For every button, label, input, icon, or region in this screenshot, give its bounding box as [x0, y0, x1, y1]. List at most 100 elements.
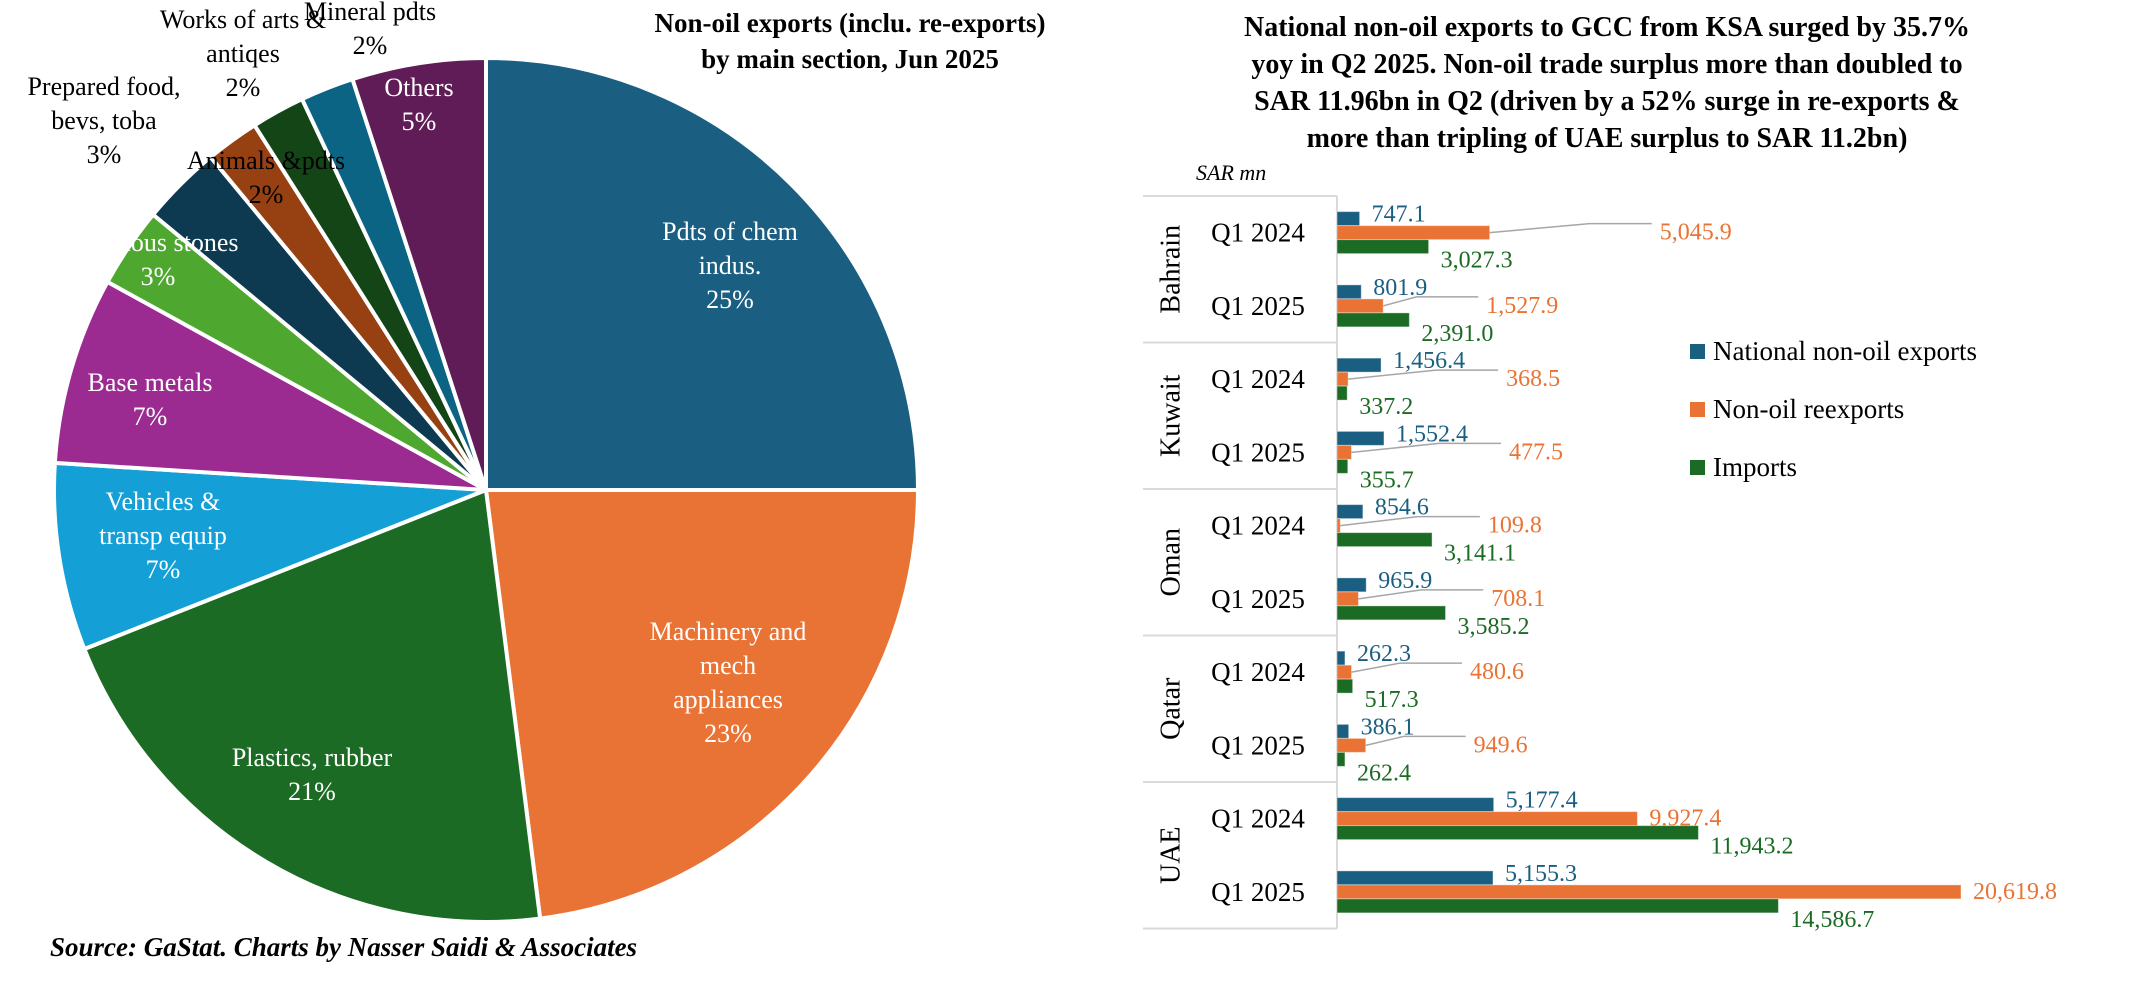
pie-title-line-1: Non-oil exports (inclu. re-exports): [655, 8, 1046, 38]
data-label-imports: 262.4: [1357, 760, 1411, 786]
leader-line: [1348, 369, 1499, 380]
slice-label-mineral-pdts: Mineral pdts 2%: [304, 0, 436, 60]
legend-swatch-non-oil-reexports: [1690, 402, 1705, 417]
pie-labels: Pdts of chem indus. 25% Machinery and mech ap…: [27, 0, 806, 806]
slice-label-works-of-arts-antiqes: Works of arts & antiqes 2%: [160, 5, 326, 102]
bar-title-line-4: more than tripling of UAE surplus to SAR…: [1307, 123, 1908, 154]
bar-national-non-oil-exports-uae-q1-2025: [1336, 870, 1494, 886]
unit-label: SAR mn: [1196, 160, 1266, 185]
bar-imports-qatar-q1-2024: [1336, 678, 1354, 694]
category-label: Q1 2025: [1211, 437, 1305, 467]
category-label: Q1 2025: [1211, 291, 1305, 321]
leader-line: [1489, 222, 1652, 234]
bar-imports-qatar-q1-2025: [1336, 751, 1346, 767]
data-label-non-oil-reexports: 477.5: [1509, 439, 1563, 465]
leader-line: [1358, 589, 1484, 600]
bar-axes: Bahrain Q1 2024 Q1 2025 Kuwait Q1 2024 Q1 202…: [1143, 195, 1338, 930]
bar-chart: 747.15,045.93,027.3801.91,527.92,391.01,…: [1336, 202, 2057, 933]
bar-imports-kuwait-q1-2024: [1336, 385, 1348, 401]
bar-imports-oman-q1-2024: [1336, 532, 1433, 548]
category-label: Q1 2025: [1211, 730, 1305, 760]
pie-slice-plastics-rubber: [81, 487, 543, 924]
slice-label-others: Others 5%: [384, 73, 453, 136]
bar-imports-kuwait-q1-2025: [1336, 458, 1349, 474]
leader-line: [1351, 442, 1501, 454]
slice-label-animals-pdts: Animals &pdts 2%: [187, 146, 345, 209]
slice-label-base-metals: Base metals 7%: [88, 368, 213, 431]
bar-title-line-1: National non-oil exports to GCC from KSA…: [1244, 12, 1970, 43]
bar-national-non-oil-exports-oman-q1-2025: [1336, 577, 1367, 593]
bar-national-non-oil-exports-qatar-q1-2025: [1336, 723, 1350, 739]
legend-swatch-imports: [1690, 460, 1705, 475]
data-label-non-oil-reexports: 5,045.9: [1660, 220, 1732, 246]
category-label: Q1 2024: [1211, 804, 1305, 834]
slice-label-vehicles-transp-equip: Vehicles & transp equip 7%: [99, 487, 227, 584]
data-label-imports: 3,585.2: [1457, 614, 1529, 640]
group-label-qatar: Qatar: [1155, 677, 1186, 740]
bar-imports-uae-q1-2025: [1336, 898, 1779, 914]
data-label-non-oil-reexports: 708.1: [1491, 586, 1545, 612]
leader-line: [1365, 735, 1466, 747]
slice-label-plastics-rubber: Plastics, rubber 21%: [232, 743, 393, 806]
bar-national-non-oil-exports-kuwait-q1-2024: [1336, 357, 1382, 373]
data-label-non-oil-reexports: 480.6: [1470, 659, 1524, 685]
source-note: Source: GaStat. Charts by Nasser Saidi &…: [50, 932, 637, 962]
bar-non-oil-reexports-bahrain-q1-2024: [1336, 225, 1491, 241]
group-label-oman: Oman: [1155, 528, 1186, 596]
pie-chart: [52, 55, 921, 924]
pie-slice-machinery-and-mech-appliances: [483, 488, 921, 921]
leader-line: [1351, 662, 1462, 673]
bar-national-non-oil-exports-qatar-q1-2024: [1336, 650, 1346, 666]
data-label-imports: 2,391.0: [1421, 321, 1493, 347]
group-label-kuwait: Kuwait: [1155, 374, 1186, 457]
bar-national-non-oil-exports-bahrain-q1-2024: [1336, 211, 1361, 227]
data-label-imports: 11,943.2: [1710, 834, 1793, 860]
slice-label-machinery-and-mech-appliances: Machinery and mech appliances 23%: [650, 617, 807, 748]
bar-imports-bahrain-q1-2024: [1336, 239, 1430, 255]
legend-label-non-oil-reexports: Non-oil reexports: [1713, 394, 1904, 424]
data-label-imports: 337.2: [1359, 394, 1413, 420]
bar-non-oil-reexports-qatar-q1-2024: [1336, 664, 1353, 680]
data-label-national-non-oil-exports: 5,177.4: [1506, 788, 1578, 814]
pie-title-line-2: by main section, Jun 2025: [701, 44, 999, 74]
data-label-imports: 3,027.3: [1441, 248, 1513, 274]
category-label: Q1 2024: [1211, 657, 1305, 687]
bar-non-oil-reexports-bahrain-q1-2025: [1336, 298, 1384, 314]
category-label: Q1 2025: [1211, 584, 1305, 614]
legend-label-national-non-oil-exports: National non-oil exports: [1713, 336, 1977, 366]
data-label-imports: 14,586.7: [1790, 907, 1874, 933]
bar-non-oil-reexports-oman-q1-2025: [1336, 591, 1359, 607]
data-label-non-oil-reexports: 949.6: [1474, 732, 1528, 758]
leader-line: [1340, 515, 1480, 527]
pie-slice-base-metals: [52, 279, 487, 492]
bar-national-non-oil-exports-kuwait-q1-2025: [1336, 430, 1385, 446]
category-label: Q1 2024: [1211, 511, 1305, 541]
bar-non-oil-reexports-kuwait-q1-2024: [1336, 371, 1349, 387]
data-label-national-non-oil-exports: 5,155.3: [1505, 861, 1577, 887]
bar-non-oil-reexports-uae-q1-2025: [1336, 884, 1962, 900]
bar-non-oil-reexports-kuwait-q1-2025: [1336, 444, 1352, 460]
bar-national-non-oil-exports-uae-q1-2024: [1336, 797, 1495, 813]
bar-national-non-oil-exports-bahrain-q1-2025: [1336, 284, 1362, 300]
data-label-non-oil-reexports: 109.8: [1488, 513, 1542, 539]
slice-label-precious-stones: Precious stones 3%: [77, 228, 238, 291]
slice-label-prepared-food-bevs-toba: Prepared food, bevs, toba 3%: [27, 72, 180, 169]
data-label-imports: 3,141.1: [1444, 541, 1516, 567]
leader-line: [1383, 296, 1479, 307]
slice-label-pdts-of-chem-indus: Pdts of chem indus. 25%: [662, 217, 798, 314]
bar-title-line-2: yoy in Q2 2025. Non-oil trade surplus mo…: [1251, 49, 1962, 80]
data-label-non-oil-reexports: 20,619.8: [1973, 879, 2057, 905]
pie-slice-vehicles-transp-equip: [52, 460, 487, 652]
category-label: Q1 2024: [1211, 364, 1305, 394]
bar-non-oil-reexports-oman-q1-2024: [1336, 518, 1341, 534]
bar-title-line-3: SAR 11.96bn in Q2 (driven by a 52% surge…: [1254, 86, 1960, 117]
data-label-national-non-oil-exports: 747.1: [1372, 202, 1426, 228]
bar-imports-bahrain-q1-2025: [1336, 312, 1410, 328]
data-label-imports: 355.7: [1360, 467, 1414, 493]
legend: National non-oil exports Non-oil reexport…: [1690, 336, 1977, 482]
bar-national-non-oil-exports-oman-q1-2024: [1336, 504, 1364, 520]
pie-slice-others: [349, 55, 488, 491]
pie-slice-pdts-of-chem-indus: [484, 55, 921, 492]
bar-non-oil-reexports-qatar-q1-2025: [1336, 737, 1367, 753]
